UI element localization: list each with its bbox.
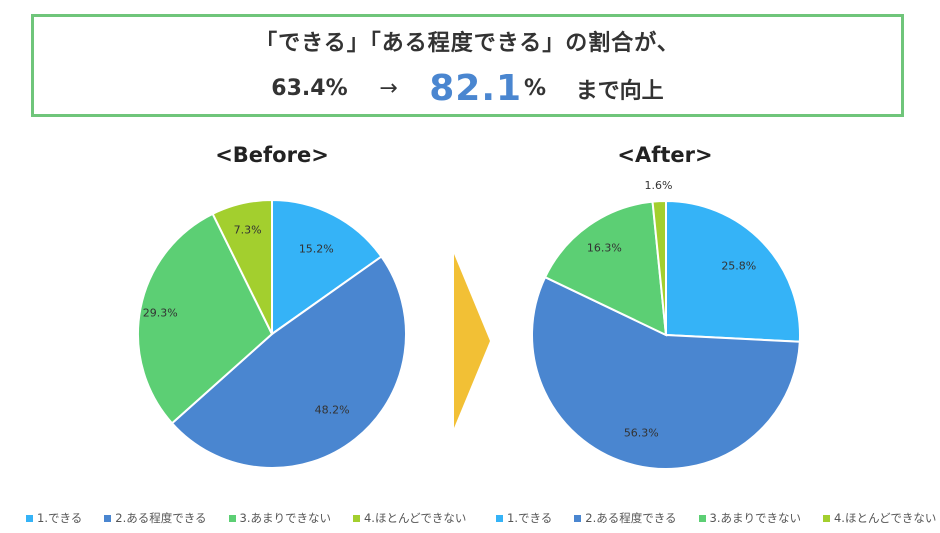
before-data-label-2: 48.2% [315, 404, 350, 417]
before-legend-item-4: 4.ほとんどできない [352, 510, 467, 526]
before-slice-1 [271, 198, 383, 336]
before-legend-swatch-icon-1 [26, 514, 33, 522]
after-legend-item-1: 1.できる [496, 510, 552, 526]
before-legend-swatch-icon-4 [352, 514, 360, 522]
before-legend-label-3: 3.あまりできない [239, 511, 331, 525]
before-legend-label-4: 4.ほとんどできない [363, 511, 467, 525]
after-slice-1 [665, 199, 801, 343]
before-legend-swatch-icon-3 [228, 514, 236, 522]
improvement-text: まで向上 [575, 78, 664, 104]
headline-box: 「できる」「ある程度できる」の割合が、 63.4% → 82.1% まで向上 [31, 14, 904, 117]
after-legend-swatch-icon-3 [698, 514, 706, 522]
after-legend-label-4: 4.ほとんどできない [833, 511, 937, 525]
before-slice-3 [137, 212, 274, 425]
after-chart-title: <After> [617, 143, 713, 167]
after-legend-swatch-icon-1 [496, 514, 503, 522]
after-rate-percent: % [524, 76, 547, 101]
transition-arrow-icon [454, 254, 490, 428]
after-data-label-1: 25.8% [721, 260, 756, 273]
after-legend-label-2: 2.ある程度できる [585, 511, 677, 525]
before-rate: 63.4% [271, 76, 348, 101]
before-chart-title: <Before> [215, 143, 329, 167]
before-data-label-1: 15.2% [299, 242, 334, 255]
before-legend-item-3: 3.あまりできない [228, 510, 331, 526]
right-arrow-glyph: → [379, 76, 398, 101]
before-legend-item-1: 1.できる [26, 510, 82, 526]
before-legend-label-2: 2.ある程度できる [115, 511, 207, 525]
before-legend: 1.できる 2.ある程度できる 3.あまりできない 4.ほとんどできない [26, 510, 466, 526]
after-legend-swatch-icon-2 [574, 514, 582, 522]
after-legend-label-3: 3.あまりできない [709, 511, 801, 525]
headline-title: 「できる」「ある程度できる」の割合が、 [255, 31, 680, 56]
after-slice-3 [543, 200, 668, 337]
before-slice-4 [211, 198, 273, 335]
after-legend-item-3: 3.あまりできない [698, 510, 801, 526]
after-legend-item-2: 2.ある程度できる [574, 510, 677, 526]
after-slice-2 [531, 275, 801, 470]
after-data-label-2: 56.3% [624, 426, 659, 439]
headline-comparison: 63.4% → 82.1% まで向上 [34, 68, 901, 109]
after-legend-label-1: 1.できる [507, 511, 553, 525]
before-legend-label-1: 1.できる [37, 511, 83, 525]
after-legend-item-4: 4.ほとんどできない [822, 510, 937, 526]
before-data-label-4: 7.3% [234, 224, 262, 237]
before-slice-2 [170, 255, 407, 470]
after-data-label-4: 1.6% [645, 179, 673, 192]
before-legend-swatch-icon-2 [104, 514, 112, 522]
after-data-label-3: 16.3% [587, 241, 622, 254]
after-slice-4 [651, 199, 667, 336]
after-legend: 1.できる 2.ある程度できる 3.あまりできない 4.ほとんどできない [496, 510, 936, 526]
before-legend-item-2: 2.ある程度できる [104, 510, 207, 526]
before-data-label-3: 29.3% [143, 306, 178, 319]
after-rate-number: 82.1 [429, 68, 523, 109]
after-legend-swatch-icon-4 [822, 514, 830, 522]
